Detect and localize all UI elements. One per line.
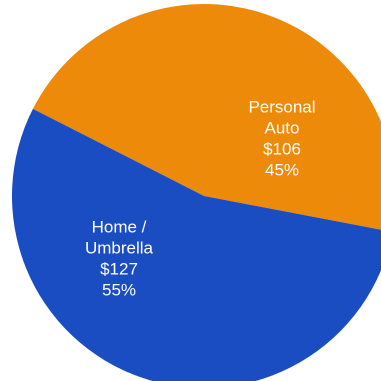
slice-label-personal-auto: Personal Auto $106 45% xyxy=(248,98,315,180)
slice-label-line: Umbrella xyxy=(85,239,154,258)
pie-slice-home-umbrella xyxy=(12,108,381,381)
slice-label-line: Personal xyxy=(248,98,315,117)
pie-slice-personal-auto xyxy=(32,4,381,230)
slice-label-line: $106 xyxy=(263,140,301,159)
slice-label-home-umbrella: Home / Umbrella $127 55% xyxy=(85,218,154,300)
slice-label-line: Auto xyxy=(265,119,300,138)
slice-label-line: 55% xyxy=(102,281,136,300)
slice-label-line: Home / xyxy=(92,218,147,237)
slice-label-line: $127 xyxy=(100,260,138,279)
slice-label-line: 45% xyxy=(265,161,299,180)
